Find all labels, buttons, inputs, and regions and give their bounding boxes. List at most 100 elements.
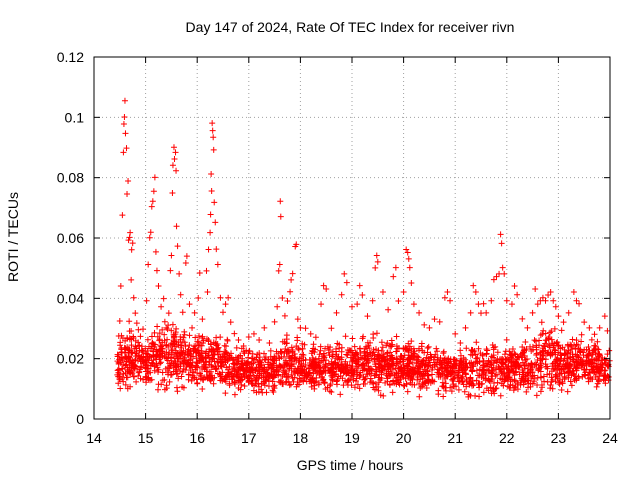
data-point — [480, 389, 487, 396]
data-point — [240, 342, 247, 349]
data-point — [172, 149, 179, 156]
data-point — [364, 313, 371, 320]
data-point — [551, 346, 558, 353]
data-point — [395, 345, 402, 352]
data-point — [498, 363, 505, 370]
data-point — [484, 347, 491, 354]
data-point — [173, 167, 180, 174]
data-point — [414, 362, 421, 369]
data-point — [269, 378, 276, 385]
data-point — [189, 353, 196, 360]
data-point — [533, 361, 540, 368]
data-point — [410, 371, 417, 378]
data-point — [267, 347, 274, 354]
data-point — [282, 345, 289, 352]
data-point — [558, 387, 565, 394]
data-point — [337, 391, 344, 398]
data-point — [583, 357, 590, 364]
data-point — [169, 162, 176, 169]
data-point — [439, 369, 446, 376]
data-point — [185, 371, 192, 378]
data-point — [483, 309, 490, 316]
data-point — [462, 324, 469, 331]
data-point — [325, 367, 332, 374]
data-point — [203, 335, 210, 342]
data-point — [125, 237, 132, 244]
data-point — [314, 359, 321, 366]
data-point — [201, 363, 208, 370]
data-point — [586, 353, 593, 360]
data-point — [547, 350, 554, 357]
data-point — [129, 240, 136, 247]
data-point — [375, 387, 382, 394]
data-point — [309, 355, 316, 362]
data-point — [189, 324, 196, 331]
data-point — [388, 337, 395, 344]
data-point — [416, 366, 423, 373]
data-point — [367, 375, 374, 382]
data-point — [512, 358, 519, 365]
data-point — [574, 353, 581, 360]
data-point — [120, 120, 127, 127]
data-point — [601, 377, 608, 384]
data-point — [552, 303, 559, 310]
data-point — [148, 333, 155, 340]
data-point — [556, 363, 563, 370]
data-point — [594, 338, 601, 345]
data-point — [416, 380, 423, 387]
data-point — [182, 366, 189, 373]
data-point — [222, 349, 229, 356]
data-point — [270, 360, 277, 367]
data-point — [433, 345, 440, 352]
data-point — [249, 366, 256, 373]
data-point — [440, 393, 447, 400]
data-point — [552, 347, 559, 354]
data-point — [231, 330, 238, 337]
data-point — [404, 249, 411, 256]
data-point — [486, 377, 493, 384]
data-point — [228, 373, 235, 380]
data-point — [175, 375, 182, 382]
data-point — [253, 389, 260, 396]
data-point — [230, 365, 237, 372]
data-point — [370, 334, 377, 341]
data-point — [169, 190, 176, 197]
data-point — [406, 264, 413, 271]
data-point — [545, 292, 552, 299]
data-point — [537, 297, 544, 304]
data-point — [473, 377, 480, 384]
data-point — [529, 309, 536, 316]
data-point — [519, 350, 526, 357]
data-point — [176, 270, 183, 277]
data-point — [283, 378, 290, 385]
data-point — [225, 294, 232, 301]
data-point — [125, 368, 132, 375]
data-point — [308, 362, 315, 369]
data-point — [362, 380, 369, 387]
data-point — [229, 376, 236, 383]
data-point — [485, 357, 492, 364]
data-point — [453, 383, 460, 390]
data-point — [275, 350, 282, 357]
data-point — [521, 356, 528, 363]
data-point — [560, 319, 567, 326]
data-point — [161, 376, 168, 383]
data-point — [173, 223, 180, 230]
data-point — [168, 327, 175, 334]
data-point — [591, 331, 598, 338]
data-point — [434, 348, 441, 355]
x-tick-label: 15 — [138, 430, 154, 446]
data-point — [206, 361, 213, 368]
data-point — [281, 338, 288, 345]
data-point — [343, 279, 350, 286]
data-point — [390, 273, 397, 280]
data-point — [400, 288, 407, 295]
data-point — [279, 373, 286, 380]
data-point — [487, 384, 494, 391]
data-point — [579, 373, 586, 380]
x-tick-label: 14 — [86, 430, 102, 446]
data-point — [391, 372, 398, 379]
data-point — [531, 375, 538, 382]
data-point — [604, 351, 611, 358]
